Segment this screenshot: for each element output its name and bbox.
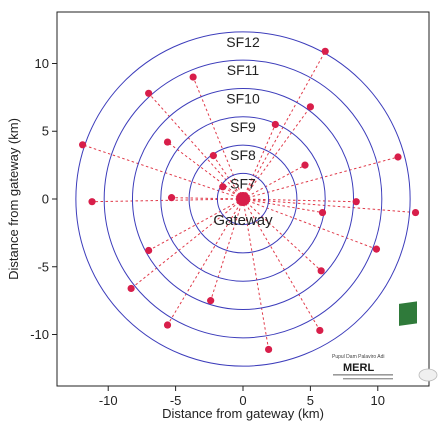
node-point-20: [88, 198, 95, 205]
x-tick-label: -10: [99, 393, 118, 408]
node-point-12: [316, 327, 323, 334]
node-point-21: [145, 90, 152, 97]
ring-label-sf9: SF9: [230, 119, 256, 135]
x-axis-title: Distance from gateway (km): [162, 406, 324, 421]
x-tick-label: 10: [371, 393, 385, 408]
node-point-16: [394, 153, 401, 160]
ring-label-sf11: SF11: [227, 62, 260, 78]
node-point-8: [207, 297, 214, 304]
ring-label-sf10: SF10: [226, 90, 260, 106]
logo-box-icon: [399, 301, 417, 326]
node-point-7: [168, 194, 175, 201]
node-point-9: [164, 138, 171, 145]
node-point-18: [412, 209, 419, 216]
ring-label-sf12: SF12: [226, 34, 260, 50]
node-point-24: [79, 141, 86, 148]
node-point-17: [128, 285, 135, 292]
node-point-6: [318, 267, 325, 274]
y-tick-label: -10: [30, 327, 49, 342]
logo-brand: MERL: [343, 362, 374, 374]
node-point-23: [322, 48, 329, 55]
node-point-15: [190, 73, 197, 80]
node-point-13: [145, 247, 152, 254]
logo-fine-print-2: [343, 378, 393, 379]
logo-disc-icon: [419, 369, 437, 381]
y-axis-title: Distance from gateway (km): [6, 118, 21, 280]
node-point-1: [219, 183, 226, 190]
gateway-label: Gateway: [213, 212, 273, 229]
gateway-point: [236, 192, 250, 206]
node-point-11: [373, 246, 380, 253]
x-axis-ticks: -10 -5 0 5 10: [99, 386, 385, 408]
node-point-2: [210, 152, 217, 159]
node-point-4: [301, 162, 308, 169]
y-tick-label: 5: [42, 124, 49, 139]
node-point-14: [307, 103, 314, 110]
y-axis-ticks: 10 5 0 -5 -10: [30, 56, 57, 342]
node-point-3: [272, 121, 279, 128]
node-point-22: [164, 321, 171, 328]
ring-label-sf7: SF7: [230, 175, 256, 191]
node-point-10: [353, 198, 360, 205]
ring-label-sf8: SF8: [230, 147, 256, 163]
node-point-5: [319, 209, 326, 216]
logo-fine-print-1: [333, 374, 393, 376]
y-tick-label: 10: [35, 56, 49, 71]
logo-caption: Pupul Dam Palaviro Adi: [332, 354, 385, 360]
y-tick-label: 0: [42, 192, 49, 207]
node-point-19: [265, 346, 272, 353]
y-tick-label: -5: [37, 259, 49, 274]
